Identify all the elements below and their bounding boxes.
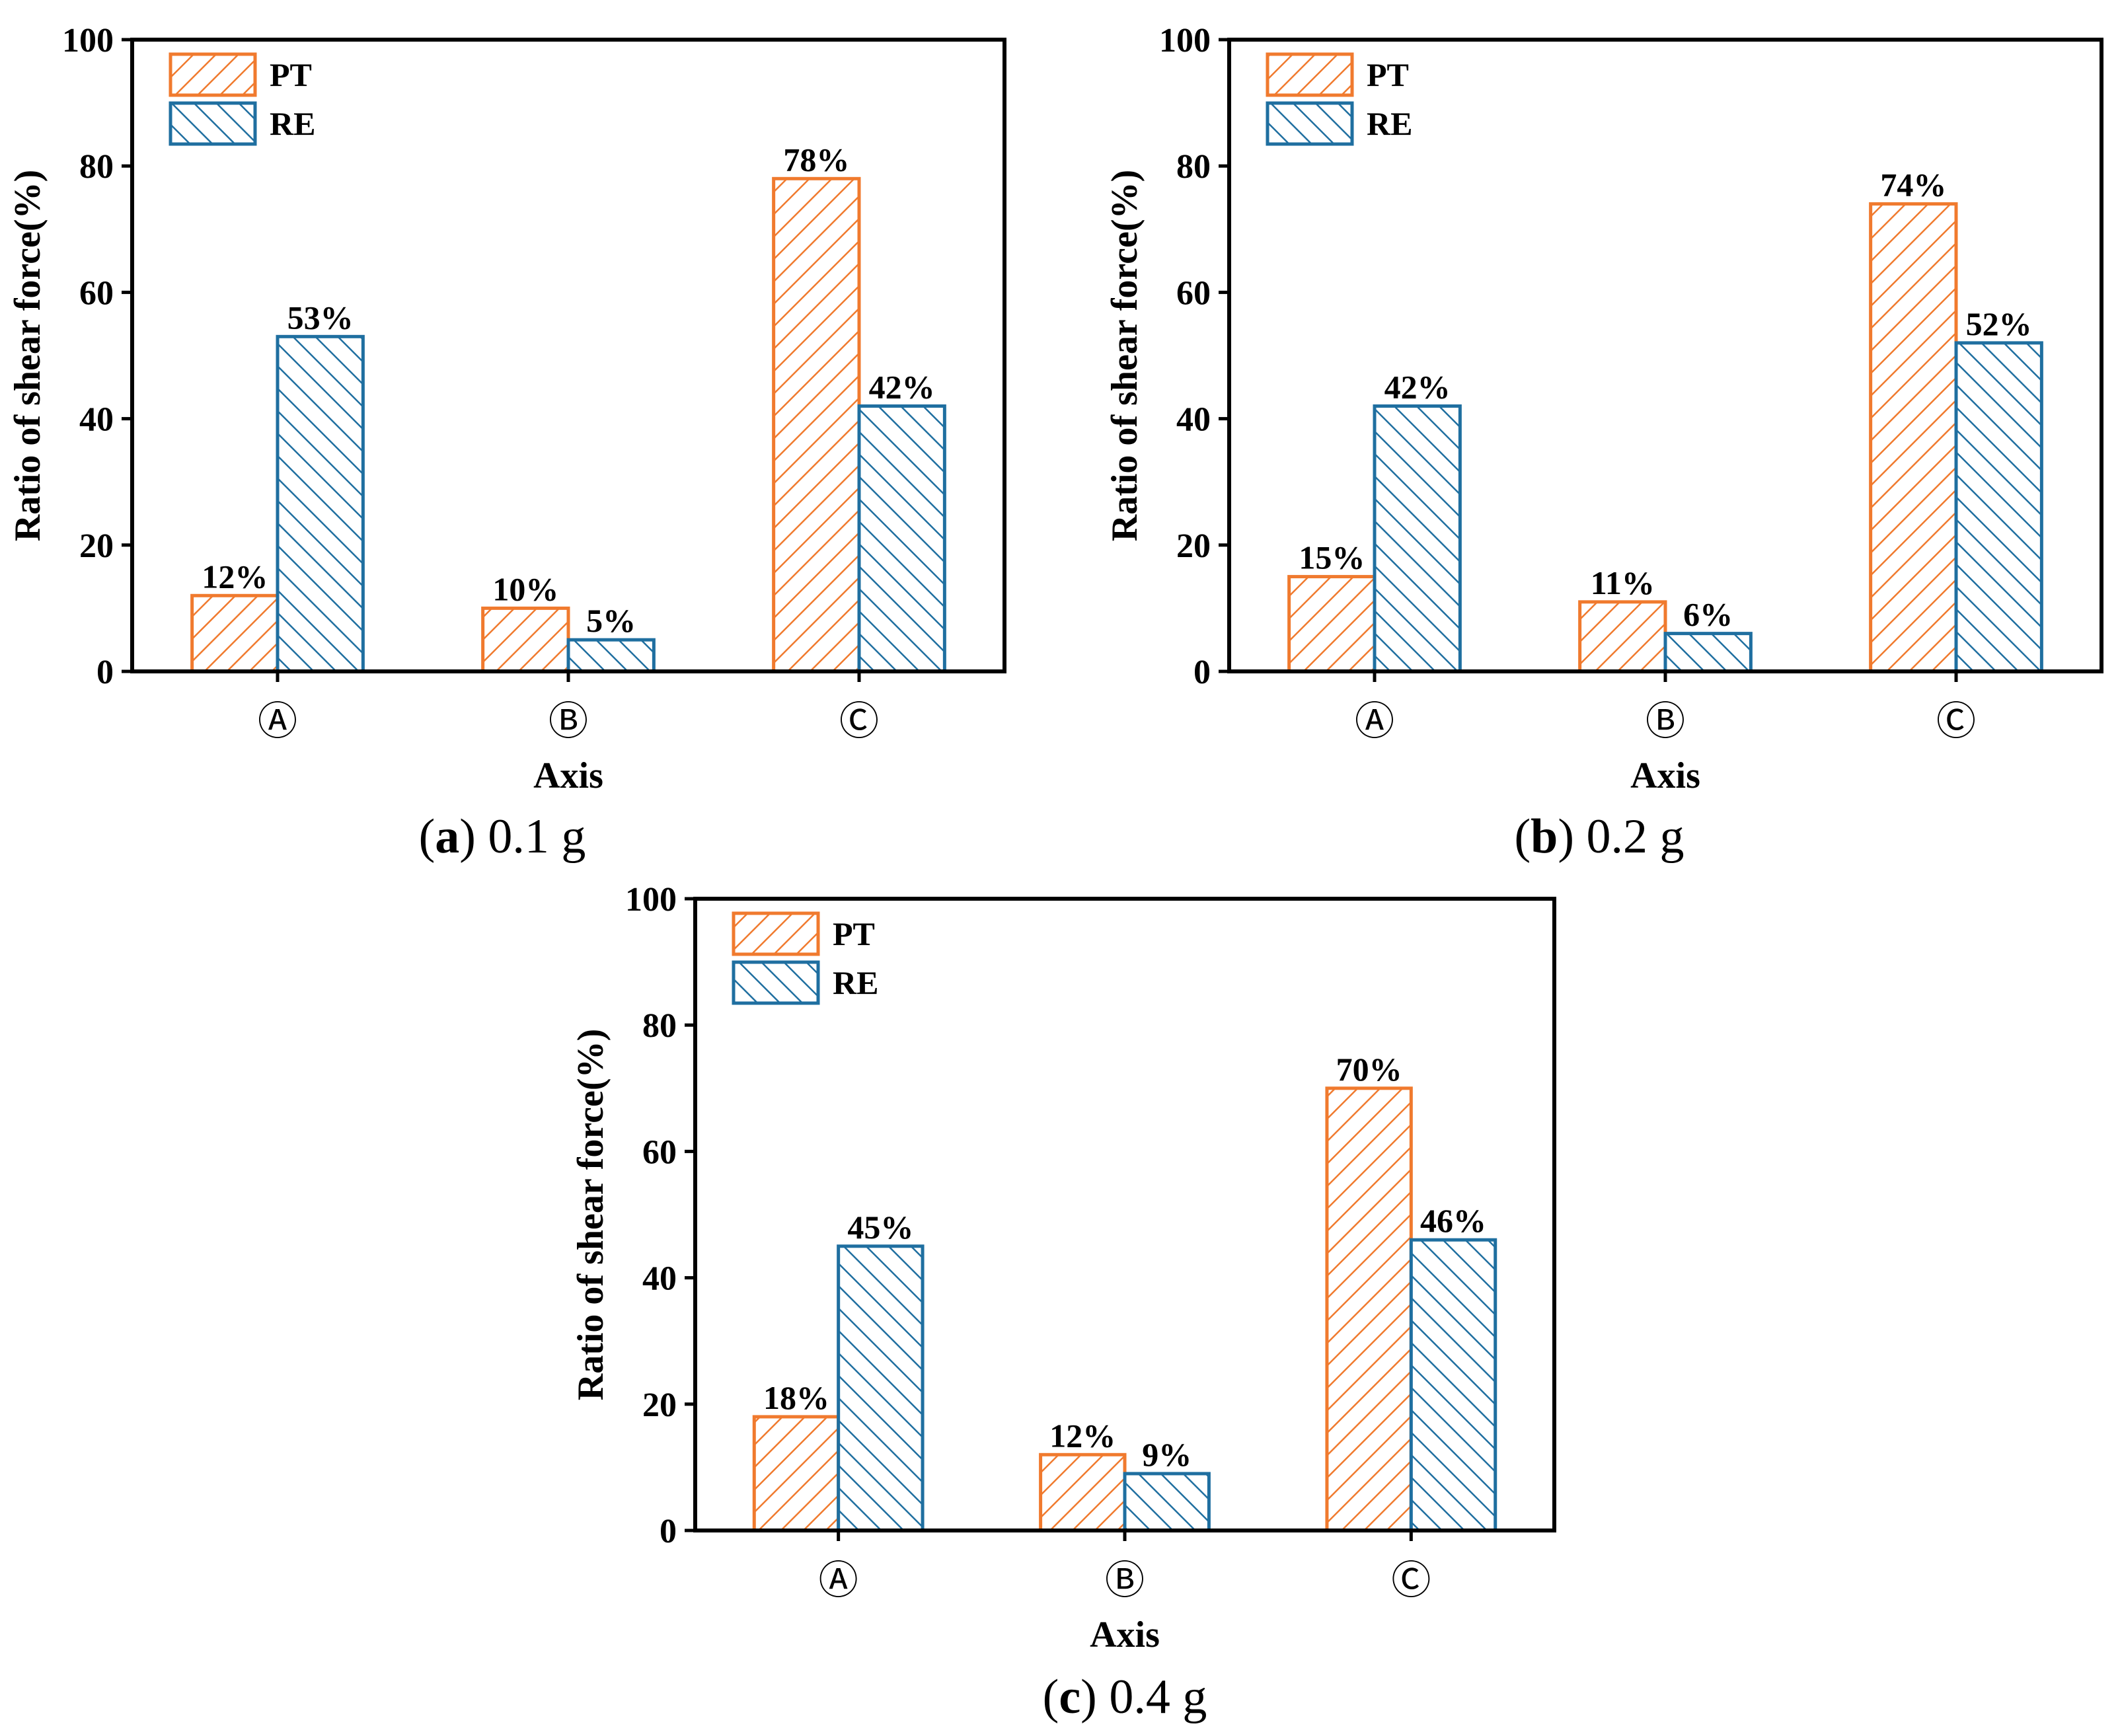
- data-label: 11%: [1591, 564, 1655, 601]
- bar-pt: [772, 176, 861, 673]
- plot-frame: [1227, 38, 2103, 673]
- legend-swatch-re: [732, 960, 820, 1005]
- x-tick-label: Ⓑ: [549, 700, 588, 743]
- chart-panel-b: 0 20 40 60 80 100 Ⓐ 15% 42% Ⓑ 11% 6% Ⓒ 74% 52% PT RE Axis…: [1104, 22, 2103, 864]
- bar-re: [566, 638, 656, 673]
- data-label: 42%: [1384, 368, 1451, 405]
- y-tick-label: 60: [642, 1133, 677, 1171]
- y-tick-label: 80: [79, 148, 114, 186]
- x-tick-label: Ⓐ: [258, 700, 297, 743]
- y-axis-label: Ratio of shear force(%): [7, 170, 48, 541]
- y-tick-label: 100: [625, 881, 677, 919]
- data-label: 12%: [1049, 1417, 1116, 1454]
- y-tick-label: 80: [1176, 148, 1211, 186]
- y-tick-label: 0: [96, 654, 114, 691]
- data-label: 5%: [586, 602, 636, 639]
- legend-label-pt: PT: [1367, 56, 1409, 93]
- plot-frame: [693, 897, 1556, 1532]
- data-label: 52%: [1966, 305, 2032, 342]
- bar-re: [837, 1244, 925, 1532]
- x-tick-label: Ⓑ: [1105, 1559, 1145, 1603]
- y-tick-label: 100: [62, 22, 114, 59]
- data-label: 70%: [1336, 1051, 1402, 1088]
- data-label: 78%: [783, 141, 849, 178]
- data-label: 9%: [1142, 1436, 1192, 1473]
- legend-label-pt: PT: [833, 915, 875, 952]
- data-label: 12%: [202, 558, 268, 595]
- x-axis-label: Axis: [1630, 755, 1700, 796]
- data-label: 74%: [1880, 167, 1946, 204]
- legend-swatch-pt: [1266, 52, 1354, 97]
- bar-pt: [190, 593, 280, 673]
- bar-pt: [1325, 1086, 1413, 1532]
- data-label: 46%: [1420, 1202, 1486, 1239]
- bar-pt: [1578, 600, 1667, 673]
- bar-re: [276, 334, 365, 673]
- legend-label-re: RE: [833, 964, 878, 1001]
- x-tick-label: Ⓑ: [1646, 700, 1685, 743]
- x-tick-label: Ⓒ: [839, 700, 879, 743]
- plot-frame: [130, 38, 1006, 673]
- legend-label-pt: PT: [270, 56, 312, 93]
- y-tick-label: 0: [660, 1513, 677, 1550]
- bar-re: [1954, 341, 2043, 673]
- y-tick-label: 40: [1176, 401, 1211, 439]
- y-axis-label: Ratio of shear force(%): [570, 1029, 611, 1400]
- bar-re: [857, 404, 946, 673]
- data-label: 15%: [1299, 539, 1365, 576]
- data-label: 45%: [847, 1209, 913, 1246]
- data-label: 42%: [869, 368, 935, 405]
- y-tick-label: 40: [79, 401, 114, 439]
- bar-re: [1663, 632, 1753, 673]
- chart-panel-c: 0 20 40 60 80 100 Ⓐ 18% 45% Ⓑ 12% 9% Ⓒ 70% 46% PT RE Axis…: [570, 881, 1556, 1724]
- bar-pt: [752, 1415, 841, 1532]
- y-tick-label: 0: [1193, 654, 1211, 691]
- y-axis-label: Ratio of shear force(%): [1104, 170, 1145, 541]
- y-tick-label: 20: [79, 527, 114, 565]
- x-tick-label: Ⓐ: [1355, 700, 1394, 743]
- y-tick-label: 60: [79, 274, 114, 312]
- legend-swatch-pt: [732, 911, 820, 956]
- bar-re: [1373, 404, 1462, 673]
- x-tick-label: Ⓐ: [819, 1559, 858, 1603]
- x-tick-label: Ⓒ: [1936, 700, 1976, 743]
- y-tick-label: 20: [1176, 527, 1211, 565]
- data-label: 10%: [492, 570, 558, 607]
- data-label: 6%: [1683, 596, 1733, 633]
- data-label: 18%: [763, 1379, 829, 1416]
- legend-label-re: RE: [1367, 105, 1412, 142]
- x-tick-label: Ⓒ: [1391, 1559, 1431, 1603]
- bar-pt: [1869, 202, 1958, 673]
- panel-caption: (a) 0.1 g: [419, 810, 586, 864]
- panel-caption: (c) 0.4 g: [1043, 1670, 1207, 1724]
- legend-label-re: RE: [270, 105, 315, 142]
- y-tick-label: 40: [642, 1260, 677, 1298]
- bar-pt: [1287, 575, 1377, 673]
- y-tick-label: 20: [642, 1386, 677, 1424]
- data-label: 53%: [287, 299, 354, 336]
- bar-pt: [481, 606, 570, 673]
- legend-swatch-pt: [169, 52, 257, 97]
- bar-re: [1409, 1238, 1497, 1532]
- x-axis-label: Axis: [533, 755, 603, 796]
- y-tick-label: 100: [1159, 22, 1211, 59]
- panel-caption: (b) 0.2 g: [1515, 810, 1685, 864]
- y-tick-label: 60: [1176, 274, 1211, 312]
- bar-re: [1123, 1472, 1211, 1532]
- legend-swatch-re: [169, 101, 257, 146]
- x-axis-label: Axis: [1090, 1614, 1160, 1655]
- y-tick-label: 80: [642, 1007, 677, 1045]
- legend-swatch-re: [1266, 101, 1354, 146]
- chart-panel-a: 0 20 40 60 80 100 Ⓐ 12% 53% Ⓑ 10% 5% Ⓒ 78% 42% PT RE Axis…: [7, 22, 1006, 864]
- bar-pt: [1039, 1453, 1127, 1532]
